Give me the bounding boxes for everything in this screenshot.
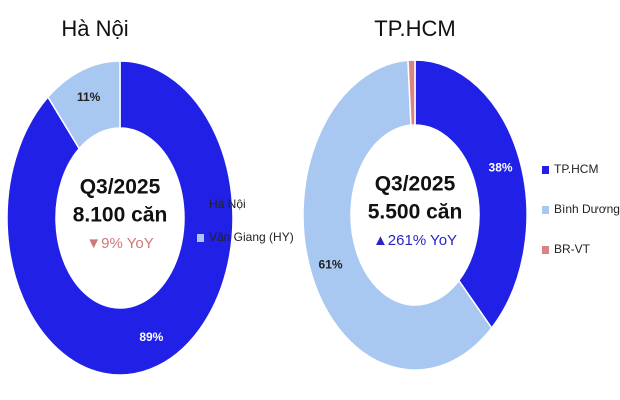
- slice-label: 89%: [139, 330, 163, 344]
- legend-label: Hà Nội: [209, 197, 246, 211]
- center-text: Q3/2025: [375, 173, 456, 196]
- legend-label: Bình Dương: [554, 202, 620, 216]
- legend-label: TP.HCM: [554, 162, 598, 176]
- center-text: ▲261% YoY: [373, 232, 457, 249]
- donut-slice: [302, 59, 493, 371]
- center-text: 5.500 căn: [368, 201, 463, 224]
- center-text: ▼9% YoY: [86, 235, 153, 252]
- donut-slice: [407, 59, 416, 126]
- donut-slice: [6, 60, 234, 376]
- center-text: Q3/2025: [80, 176, 161, 199]
- slice-label: 38%: [489, 161, 513, 175]
- slice-label: 61%: [319, 257, 343, 271]
- chart-title: TP.HCM: [374, 16, 456, 41]
- legend-label: BR-VT: [554, 242, 591, 256]
- slice-label: 11%: [77, 90, 101, 104]
- legend-swatch: [542, 206, 549, 214]
- donut-slice: [414, 59, 528, 330]
- legend-swatch: [542, 246, 549, 254]
- legend-swatch: [197, 201, 204, 209]
- chart-title: Hà Nội: [61, 16, 128, 41]
- center-text: 8.100 căn: [73, 204, 168, 227]
- legend-label: Văn Giang (HY): [209, 230, 294, 244]
- legend-swatch: [197, 234, 204, 242]
- legend-swatch: [542, 166, 549, 174]
- donut-slice: [47, 60, 121, 150]
